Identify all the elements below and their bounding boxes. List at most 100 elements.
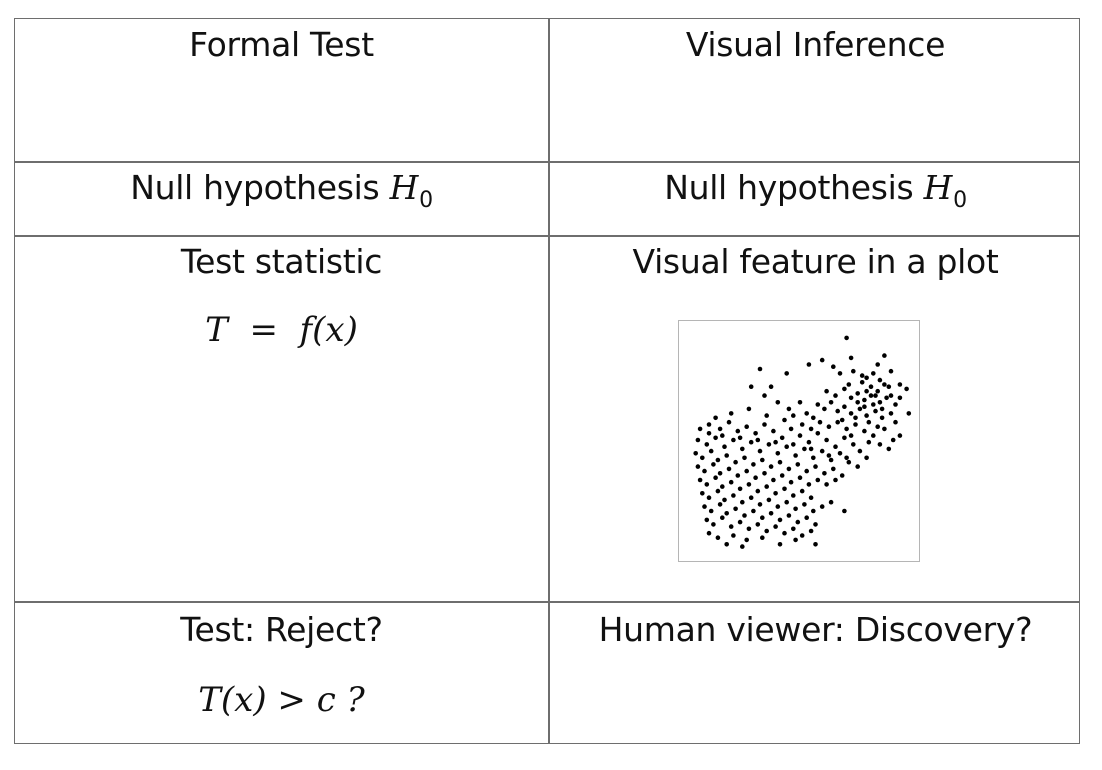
scatter-point xyxy=(711,462,716,467)
scatter-point xyxy=(855,400,860,405)
scatter-point xyxy=(731,533,736,538)
scatter-point xyxy=(864,455,869,461)
scatter-point xyxy=(871,433,876,438)
scatter-point xyxy=(862,404,867,409)
scatter-point xyxy=(879,406,885,412)
null-hypothesis-right-symbol: H xyxy=(923,168,953,207)
visual-feature-cell: Visual feature in a plot xyxy=(549,240,1082,284)
scatter-point xyxy=(775,400,781,405)
scatter-point xyxy=(744,537,749,543)
scatter-point xyxy=(704,442,710,447)
scatter-point xyxy=(737,486,743,492)
scatter-point xyxy=(813,464,818,469)
scatter-point xyxy=(888,411,894,416)
scatter-point xyxy=(755,522,761,527)
scatter-point xyxy=(764,528,769,534)
scatter-point xyxy=(862,428,867,434)
human-viewer-cell: Human viewer: Discovery? xyxy=(549,608,1082,652)
scatter-point xyxy=(799,422,805,427)
scatter-point xyxy=(717,502,723,507)
scatter-point xyxy=(755,437,761,443)
visual-feature-label: Visual feature in a plot xyxy=(632,242,999,281)
scatter-point xyxy=(715,488,721,494)
test-reject-cell: Test: Reject? T(x) > c ? xyxy=(15,608,548,722)
scatter-point xyxy=(893,402,898,407)
scatter-point xyxy=(897,395,903,401)
scatter-point xyxy=(862,397,867,403)
scatter-point xyxy=(808,426,814,432)
scatter-point xyxy=(720,515,725,520)
scatter-point xyxy=(828,400,834,405)
scatter-point xyxy=(842,508,847,514)
header-cell-visual-inference: Visual Inference xyxy=(549,23,1082,67)
scatter-point xyxy=(822,471,827,476)
scatter-point xyxy=(882,382,887,387)
scatter-point xyxy=(782,530,787,536)
scatter-point xyxy=(842,404,847,409)
scatter-point xyxy=(839,473,845,478)
scatter-point xyxy=(713,435,718,441)
scatter-point xyxy=(735,473,741,478)
scatter-point xyxy=(811,455,816,461)
scatter-point xyxy=(799,488,805,494)
scatter-point xyxy=(737,435,743,441)
scatter-point xyxy=(706,495,712,500)
scatter-point xyxy=(760,515,765,520)
scatter-point xyxy=(708,508,714,514)
scatter-point xyxy=(744,468,749,474)
scatter-point xyxy=(833,477,838,483)
scatter-point xyxy=(704,482,710,487)
scatter-point xyxy=(817,419,823,425)
scatter-point xyxy=(815,402,821,407)
scatter-point xyxy=(828,457,834,463)
scatter-point xyxy=(842,386,847,392)
scatter-point xyxy=(777,517,783,523)
scatter-point xyxy=(815,431,821,436)
scatter-point xyxy=(693,451,698,456)
scatter-point xyxy=(791,413,796,418)
null-hypothesis-left-subscript: 0 xyxy=(419,188,433,213)
scatter-point xyxy=(815,477,821,483)
scatter-point xyxy=(904,386,909,392)
scatter-point xyxy=(742,455,747,461)
scatter-point xyxy=(851,368,856,374)
scatter-point xyxy=(826,453,832,458)
scatter-point xyxy=(839,417,845,423)
row-divider-1 xyxy=(15,161,1079,163)
test-statistic-label: Test statistic xyxy=(180,242,383,281)
scatter-point xyxy=(715,535,721,540)
scatter-point xyxy=(844,426,849,432)
scatter-point xyxy=(784,499,789,505)
scatter-point xyxy=(793,453,798,458)
header-visual-inference: Visual Inference xyxy=(685,25,946,64)
null-hypothesis-cell-right: Null hypothesis H0 xyxy=(549,166,1082,223)
scatter-point xyxy=(886,446,892,452)
scatter-point xyxy=(822,406,827,412)
scatter-point xyxy=(882,353,887,358)
scatter-point xyxy=(775,504,781,509)
scatter-point xyxy=(746,406,752,412)
scatter-point xyxy=(833,393,838,398)
scatter-point xyxy=(842,435,847,441)
scatter-point xyxy=(715,457,721,463)
scatter-point xyxy=(788,426,794,432)
test-reject-formula: T(x) > c ? xyxy=(198,680,365,720)
scatter-point xyxy=(837,451,843,456)
scatter-point xyxy=(766,442,772,447)
scatter-point xyxy=(875,424,880,429)
scatter-point xyxy=(804,515,809,520)
scatter-point xyxy=(833,444,838,449)
scatter-point xyxy=(746,482,752,487)
scatter-point xyxy=(857,448,863,454)
scatter-point xyxy=(762,393,767,398)
scatter-point xyxy=(875,362,880,367)
scatter-point xyxy=(793,506,798,512)
test-reject-label: Test: Reject? xyxy=(180,610,383,649)
scatter-point xyxy=(777,459,783,465)
scatter-point xyxy=(888,393,894,398)
scatter-point xyxy=(837,371,843,376)
scatter-point xyxy=(806,482,812,487)
scatter-point xyxy=(740,499,745,505)
scatter-point xyxy=(873,408,878,414)
scatter-point xyxy=(824,437,829,443)
